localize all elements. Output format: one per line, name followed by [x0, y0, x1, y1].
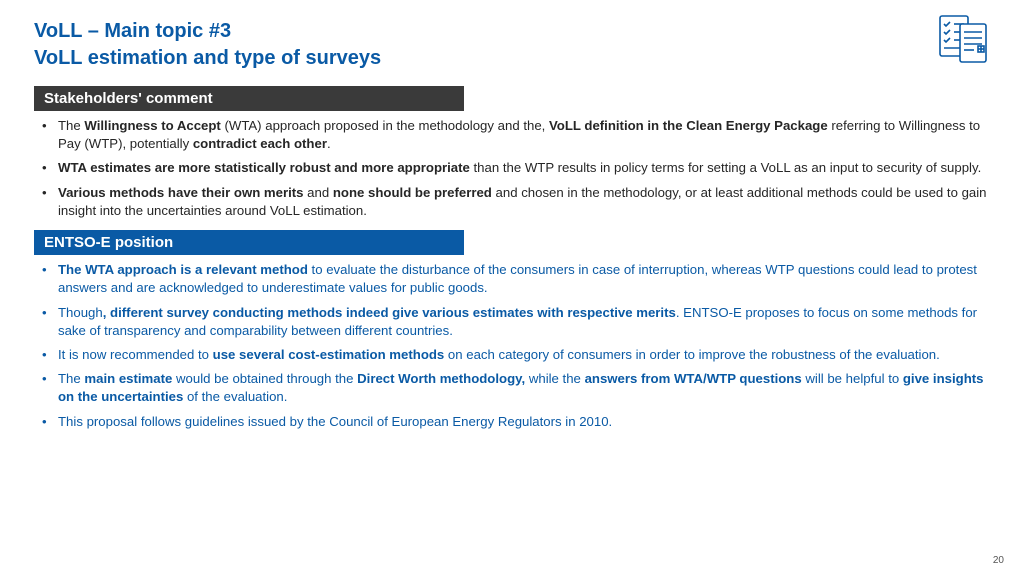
list-item: Though, different survey conducting meth… — [40, 304, 990, 340]
page-number: 20 — [993, 555, 1004, 566]
list-item: The main estimate would be obtained thro… — [40, 370, 990, 406]
list-item: The WTA approach is a relevant method to… — [40, 261, 990, 297]
slide-title: VoLL – Main topic #3 VoLL estimation and… — [34, 18, 990, 72]
list-item: Various methods have their own merits an… — [40, 184, 990, 220]
stakeholders-header: Stakeholders' comment — [34, 86, 464, 111]
entsoe-list: The WTA approach is a relevant method to… — [34, 261, 990, 431]
list-item: WTA estimates are more statistically rob… — [40, 159, 990, 177]
list-item: This proposal follows guidelines issued … — [40, 413, 990, 431]
list-item: The Willingness to Accept (WTA) approach… — [40, 117, 990, 153]
list-item: It is now recommended to use several cos… — [40, 346, 990, 364]
title-line-2: VoLL estimation and type of surveys — [34, 45, 990, 72]
title-line-1: VoLL – Main topic #3 — [34, 18, 990, 45]
slide: VoLL – Main topic #3 VoLL estimation and… — [0, 0, 1024, 576]
stakeholders-list: The Willingness to Accept (WTA) approach… — [34, 117, 990, 220]
entsoe-header: ENTSO-E position — [34, 230, 464, 255]
documents-icon — [934, 14, 990, 71]
